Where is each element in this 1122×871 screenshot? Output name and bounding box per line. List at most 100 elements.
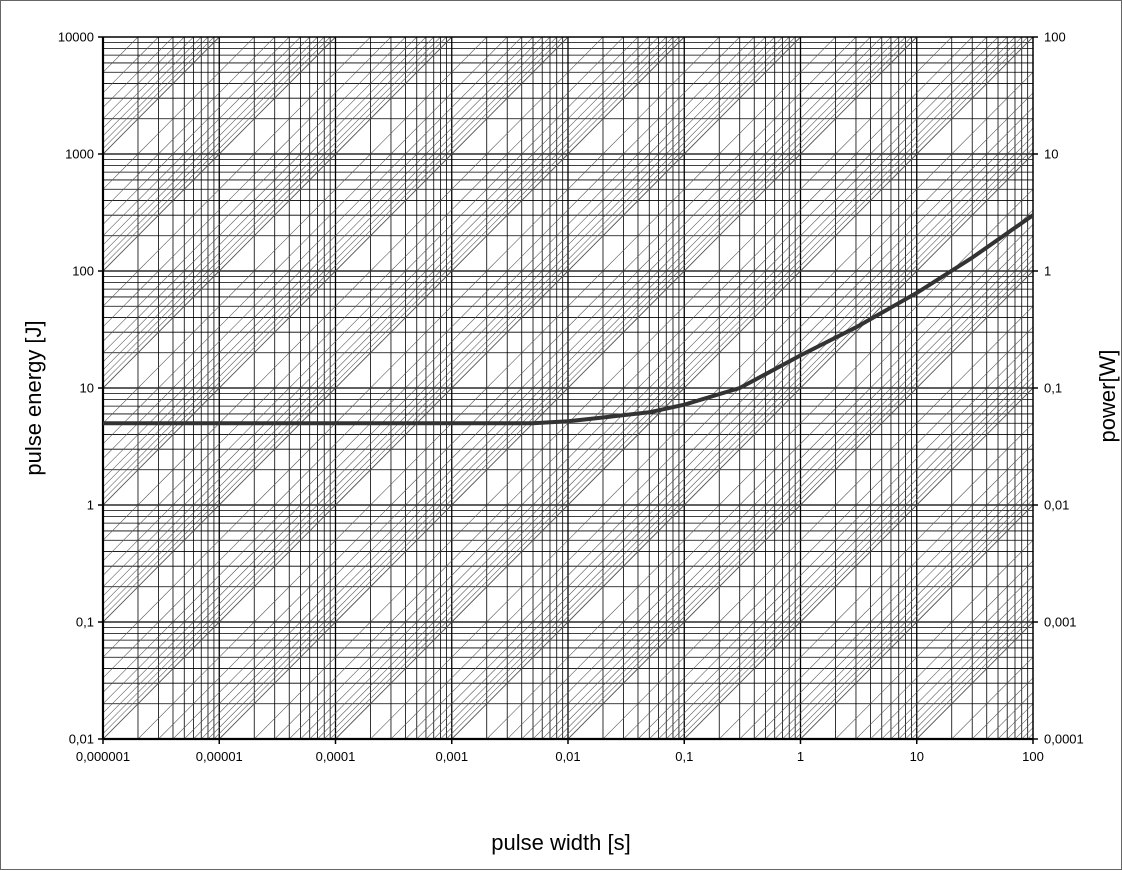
power-diagonal-line: [172, 153, 290, 272]
x-tick-label: 0,001: [436, 749, 469, 764]
power-diagonal-line: [521, 270, 639, 389]
power-diagonal-line: [103, 387, 220, 506]
power-diagonal-line: [765, 270, 882, 389]
power-diagonal-line: [905, 621, 1022, 739]
power-diagonal-line: [623, 387, 740, 506]
power-diagonal-line: [542, 153, 659, 272]
power-diagonal-line: [184, 387, 301, 506]
x-axis-title: pulse width [s]: [491, 830, 630, 855]
series-line: [103, 213, 1033, 426]
power-diagonal-line: [317, 504, 434, 623]
y2-tick-label: 0,0001: [1044, 732, 1084, 747]
power-diagonal-line: [446, 621, 563, 739]
power-diagonal-line: [172, 270, 290, 389]
power-diagonal-line: [446, 37, 563, 155]
power-diagonal-line: [835, 504, 952, 623]
power-diagonal-line: [678, 270, 796, 389]
power-diagonal-line: [317, 153, 434, 272]
power-diagonal-line: [416, 387, 534, 506]
power-diagonal-line: [486, 270, 604, 389]
power-diagonal-line: [433, 387, 551, 506]
power-diagonal-line: [835, 153, 952, 272]
power-diagonal-line: [972, 443, 1033, 506]
power-diagonal-line: [309, 37, 427, 155]
power-diagonal-line: [602, 270, 720, 389]
power-diagonal-line: [683, 621, 801, 739]
power-diagonal-line: [678, 153, 796, 272]
power-diagonal-line: [370, 504, 487, 623]
power-diagonal-line: [855, 270, 973, 389]
power-diagonal-line: [951, 422, 1033, 506]
power-diagonal-line: [542, 504, 659, 623]
power-diagonal-line: [274, 621, 392, 739]
power-diagonal-line: [623, 153, 740, 272]
power-diagonal-line: [997, 703, 1033, 739]
power-diagonal-line: [103, 270, 194, 363]
power-diagonal-line: [103, 153, 220, 272]
power-diagonal-line: [789, 504, 906, 623]
power-diagonal-line: [370, 270, 487, 389]
power-diagonal-line: [103, 504, 220, 623]
power-diagonal-line: [274, 504, 392, 623]
power-diagonal-line: [666, 37, 783, 155]
power-diagonal-line: [623, 504, 740, 623]
power-diagonal-line: [103, 153, 159, 211]
power-diagonal-line: [774, 153, 892, 272]
power-diagonal-line: [218, 153, 336, 272]
power-diagonal-line: [1007, 127, 1033, 155]
power-diagonal-line: [870, 387, 987, 506]
power-diagonal-line: [201, 270, 318, 389]
power-diagonal-line: [103, 270, 202, 371]
power-diagonal-line: [184, 37, 301, 155]
power-diagonal-line: [683, 153, 801, 272]
x-tick-label: 1: [797, 749, 804, 764]
power-diagonal-line: [774, 270, 892, 389]
power-diagonal-line: [103, 153, 185, 237]
power-diagonal-line: [405, 621, 522, 739]
power-diagonal-line: [335, 153, 453, 272]
power-diagonal-line: [172, 387, 290, 506]
power-diagonal-line: [309, 153, 427, 272]
power-diagonal-line: [158, 153, 275, 272]
power-diagonal-line: [855, 37, 973, 155]
power-diagonal-line: [549, 621, 667, 739]
power-diagonal-line: [103, 153, 194, 246]
power-diagonal-line: [433, 153, 551, 272]
power-diagonal-line: [137, 37, 255, 155]
power-diagonal-line: [835, 621, 952, 739]
power-diagonal-line: [911, 621, 1028, 739]
power-diagonal-line: [986, 458, 1033, 506]
axes: [98, 36, 1038, 744]
power-diagonal-line: [254, 270, 371, 389]
power-diagonal-line: [890, 504, 1008, 623]
power-diagonal-line: [103, 387, 159, 445]
power-diagonal-line: [289, 387, 406, 506]
power-diagonal-line: [254, 153, 371, 272]
power-diagonal-line: [207, 621, 325, 739]
power-diagonal-line: [997, 235, 1033, 272]
power-diagonal-line: [972, 326, 1033, 389]
power-diagonal-line: [1032, 738, 1033, 739]
power-diagonal-line: [440, 621, 557, 739]
y-tick-label: 1000: [65, 147, 94, 162]
power-diagonal-line: [898, 387, 1016, 506]
power-diagonal-line: [800, 387, 918, 506]
power-diagonal-line: [507, 504, 624, 623]
power-diagonal-line: [1068, 505, 1122, 622]
power-diagonal-line: [289, 621, 406, 739]
power-diagonal-line: [309, 270, 427, 389]
power-diagonal-line: [997, 586, 1033, 623]
power-diagonal-line: [300, 270, 417, 389]
power-diagonal-line: [898, 153, 1016, 272]
power-diagonal-line: [898, 270, 1016, 389]
power-diagonal-line: [870, 153, 987, 272]
power-diagonal-line: [521, 153, 639, 272]
power-diagonal-line: [916, 387, 1033, 506]
power-diagonal-line: [870, 504, 987, 623]
power-diagonal-line: [317, 270, 434, 389]
power-diagonal-line: [800, 37, 918, 155]
power-diagonal-line: [440, 504, 557, 623]
power-diagonal-line: [335, 621, 453, 739]
power-diagonal-line: [916, 37, 1033, 155]
power-diagonal-line: [719, 504, 836, 623]
